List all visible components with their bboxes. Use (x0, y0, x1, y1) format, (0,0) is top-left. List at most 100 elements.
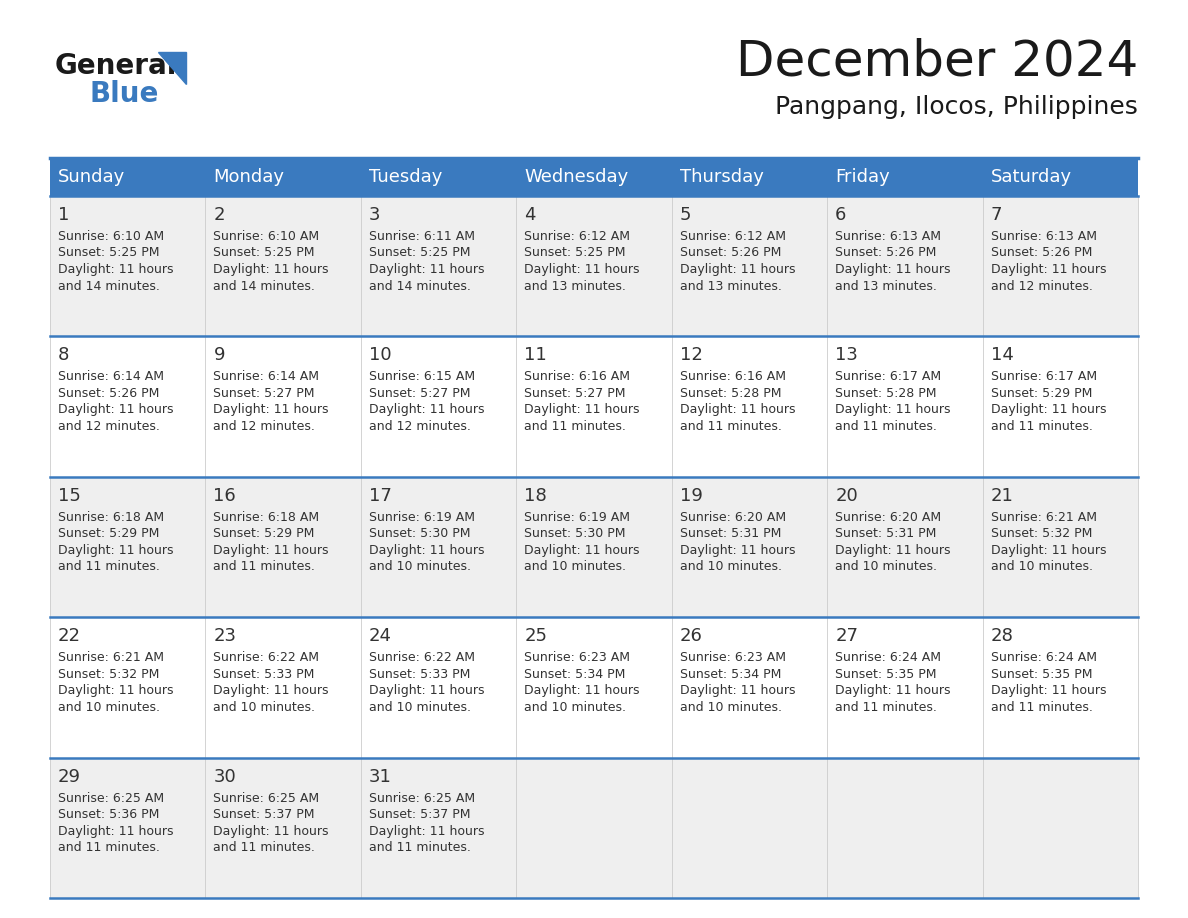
Text: Sunrise: 6:21 AM: Sunrise: 6:21 AM (991, 510, 1097, 524)
Text: 13: 13 (835, 346, 858, 364)
Text: 21: 21 (991, 487, 1013, 505)
Text: and 12 minutes.: and 12 minutes. (58, 420, 160, 433)
Text: Sunday: Sunday (58, 168, 125, 186)
Text: Sunset: 5:31 PM: Sunset: 5:31 PM (680, 527, 781, 541)
Text: and 13 minutes.: and 13 minutes. (524, 279, 626, 293)
Text: Sunrise: 6:20 AM: Sunrise: 6:20 AM (835, 510, 941, 524)
Text: Sunrise: 6:11 AM: Sunrise: 6:11 AM (368, 230, 475, 243)
Text: Daylight: 11 hours: Daylight: 11 hours (368, 263, 485, 276)
Bar (671, 158, 827, 196)
Text: 9: 9 (214, 346, 225, 364)
Bar (361, 158, 517, 196)
Text: Daylight: 11 hours: Daylight: 11 hours (58, 684, 173, 697)
Text: and 10 minutes.: and 10 minutes. (835, 560, 937, 574)
Text: and 11 minutes.: and 11 minutes. (991, 420, 1093, 433)
Text: Sunset: 5:28 PM: Sunset: 5:28 PM (835, 386, 936, 400)
Text: and 11 minutes.: and 11 minutes. (524, 420, 626, 433)
Text: 16: 16 (214, 487, 236, 505)
Text: and 11 minutes.: and 11 minutes. (214, 560, 315, 574)
Text: and 10 minutes.: and 10 minutes. (58, 700, 160, 713)
Text: and 14 minutes.: and 14 minutes. (214, 279, 315, 293)
Text: 31: 31 (368, 767, 392, 786)
Text: 17: 17 (368, 487, 392, 505)
Text: Sunset: 5:32 PM: Sunset: 5:32 PM (991, 527, 1092, 541)
Text: Sunrise: 6:25 AM: Sunrise: 6:25 AM (214, 791, 320, 804)
Bar (50, 196, 1138, 336)
Text: General: General (55, 52, 177, 80)
Text: Daylight: 11 hours: Daylight: 11 hours (524, 403, 640, 417)
Bar (827, 158, 982, 196)
Text: Sunset: 5:29 PM: Sunset: 5:29 PM (991, 386, 1092, 400)
Text: Sunset: 5:35 PM: Sunset: 5:35 PM (835, 667, 936, 681)
Text: Daylight: 11 hours: Daylight: 11 hours (835, 543, 950, 557)
Text: 4: 4 (524, 206, 536, 224)
Text: Sunrise: 6:16 AM: Sunrise: 6:16 AM (524, 370, 631, 384)
Text: Sunset: 5:34 PM: Sunset: 5:34 PM (524, 667, 626, 681)
Text: Daylight: 11 hours: Daylight: 11 hours (991, 403, 1106, 417)
Text: and 11 minutes.: and 11 minutes. (58, 560, 160, 574)
Text: Sunset: 5:33 PM: Sunset: 5:33 PM (368, 667, 470, 681)
Text: 24: 24 (368, 627, 392, 645)
Text: Sunset: 5:27 PM: Sunset: 5:27 PM (524, 386, 626, 400)
Text: Daylight: 11 hours: Daylight: 11 hours (991, 263, 1106, 276)
Text: Daylight: 11 hours: Daylight: 11 hours (368, 543, 485, 557)
Text: Pangpang, Ilocos, Philippines: Pangpang, Ilocos, Philippines (775, 95, 1138, 119)
Text: Sunset: 5:26 PM: Sunset: 5:26 PM (680, 247, 781, 260)
Text: Sunset: 5:26 PM: Sunset: 5:26 PM (835, 247, 936, 260)
Text: Daylight: 11 hours: Daylight: 11 hours (524, 543, 640, 557)
Text: Sunrise: 6:10 AM: Sunrise: 6:10 AM (58, 230, 164, 243)
Bar (50, 476, 1138, 617)
Text: Sunset: 5:26 PM: Sunset: 5:26 PM (58, 386, 159, 400)
Text: and 11 minutes.: and 11 minutes. (835, 700, 937, 713)
Text: Sunset: 5:25 PM: Sunset: 5:25 PM (368, 247, 470, 260)
Text: Daylight: 11 hours: Daylight: 11 hours (835, 403, 950, 417)
Text: and 14 minutes.: and 14 minutes. (368, 279, 470, 293)
Text: Daylight: 11 hours: Daylight: 11 hours (835, 684, 950, 697)
Text: Sunset: 5:36 PM: Sunset: 5:36 PM (58, 808, 159, 821)
Text: 18: 18 (524, 487, 546, 505)
Text: and 10 minutes.: and 10 minutes. (524, 560, 626, 574)
Text: and 12 minutes.: and 12 minutes. (991, 279, 1093, 293)
Text: Sunset: 5:35 PM: Sunset: 5:35 PM (991, 667, 1092, 681)
Text: Wednesday: Wednesday (524, 168, 628, 186)
Text: Tuesday: Tuesday (368, 168, 442, 186)
Text: Daylight: 11 hours: Daylight: 11 hours (680, 684, 795, 697)
Text: Daylight: 11 hours: Daylight: 11 hours (991, 684, 1106, 697)
Text: Sunrise: 6:12 AM: Sunrise: 6:12 AM (524, 230, 631, 243)
Text: Sunrise: 6:14 AM: Sunrise: 6:14 AM (214, 370, 320, 384)
Text: Daylight: 11 hours: Daylight: 11 hours (58, 263, 173, 276)
Text: 5: 5 (680, 206, 691, 224)
Text: and 13 minutes.: and 13 minutes. (680, 279, 782, 293)
Text: Sunset: 5:27 PM: Sunset: 5:27 PM (368, 386, 470, 400)
Text: and 10 minutes.: and 10 minutes. (991, 560, 1093, 574)
Text: Sunset: 5:30 PM: Sunset: 5:30 PM (524, 527, 626, 541)
Text: Sunset: 5:37 PM: Sunset: 5:37 PM (368, 808, 470, 821)
Text: Sunrise: 6:20 AM: Sunrise: 6:20 AM (680, 510, 785, 524)
Text: Sunset: 5:25 PM: Sunset: 5:25 PM (524, 247, 626, 260)
Text: Friday: Friday (835, 168, 890, 186)
Text: Sunrise: 6:21 AM: Sunrise: 6:21 AM (58, 651, 164, 665)
Text: Daylight: 11 hours: Daylight: 11 hours (214, 684, 329, 697)
Text: Sunrise: 6:23 AM: Sunrise: 6:23 AM (680, 651, 785, 665)
Text: Sunrise: 6:16 AM: Sunrise: 6:16 AM (680, 370, 785, 384)
Text: 28: 28 (991, 627, 1013, 645)
Text: 19: 19 (680, 487, 702, 505)
Text: Daylight: 11 hours: Daylight: 11 hours (680, 263, 795, 276)
Text: Sunset: 5:25 PM: Sunset: 5:25 PM (58, 247, 159, 260)
Text: 2: 2 (214, 206, 225, 224)
Text: Sunset: 5:32 PM: Sunset: 5:32 PM (58, 667, 159, 681)
Bar (50, 336, 1138, 476)
Text: 22: 22 (58, 627, 81, 645)
Text: Sunset: 5:26 PM: Sunset: 5:26 PM (991, 247, 1092, 260)
Text: and 10 minutes.: and 10 minutes. (524, 700, 626, 713)
Text: Daylight: 11 hours: Daylight: 11 hours (524, 684, 640, 697)
Text: Sunrise: 6:19 AM: Sunrise: 6:19 AM (368, 510, 475, 524)
Text: 23: 23 (214, 627, 236, 645)
Text: Sunset: 5:37 PM: Sunset: 5:37 PM (214, 808, 315, 821)
Text: Sunset: 5:31 PM: Sunset: 5:31 PM (835, 527, 936, 541)
Text: Sunrise: 6:19 AM: Sunrise: 6:19 AM (524, 510, 631, 524)
Text: 7: 7 (991, 206, 1001, 224)
Text: Daylight: 11 hours: Daylight: 11 hours (368, 824, 485, 837)
Text: and 11 minutes.: and 11 minutes. (368, 841, 470, 854)
Text: Monday: Monday (214, 168, 284, 186)
